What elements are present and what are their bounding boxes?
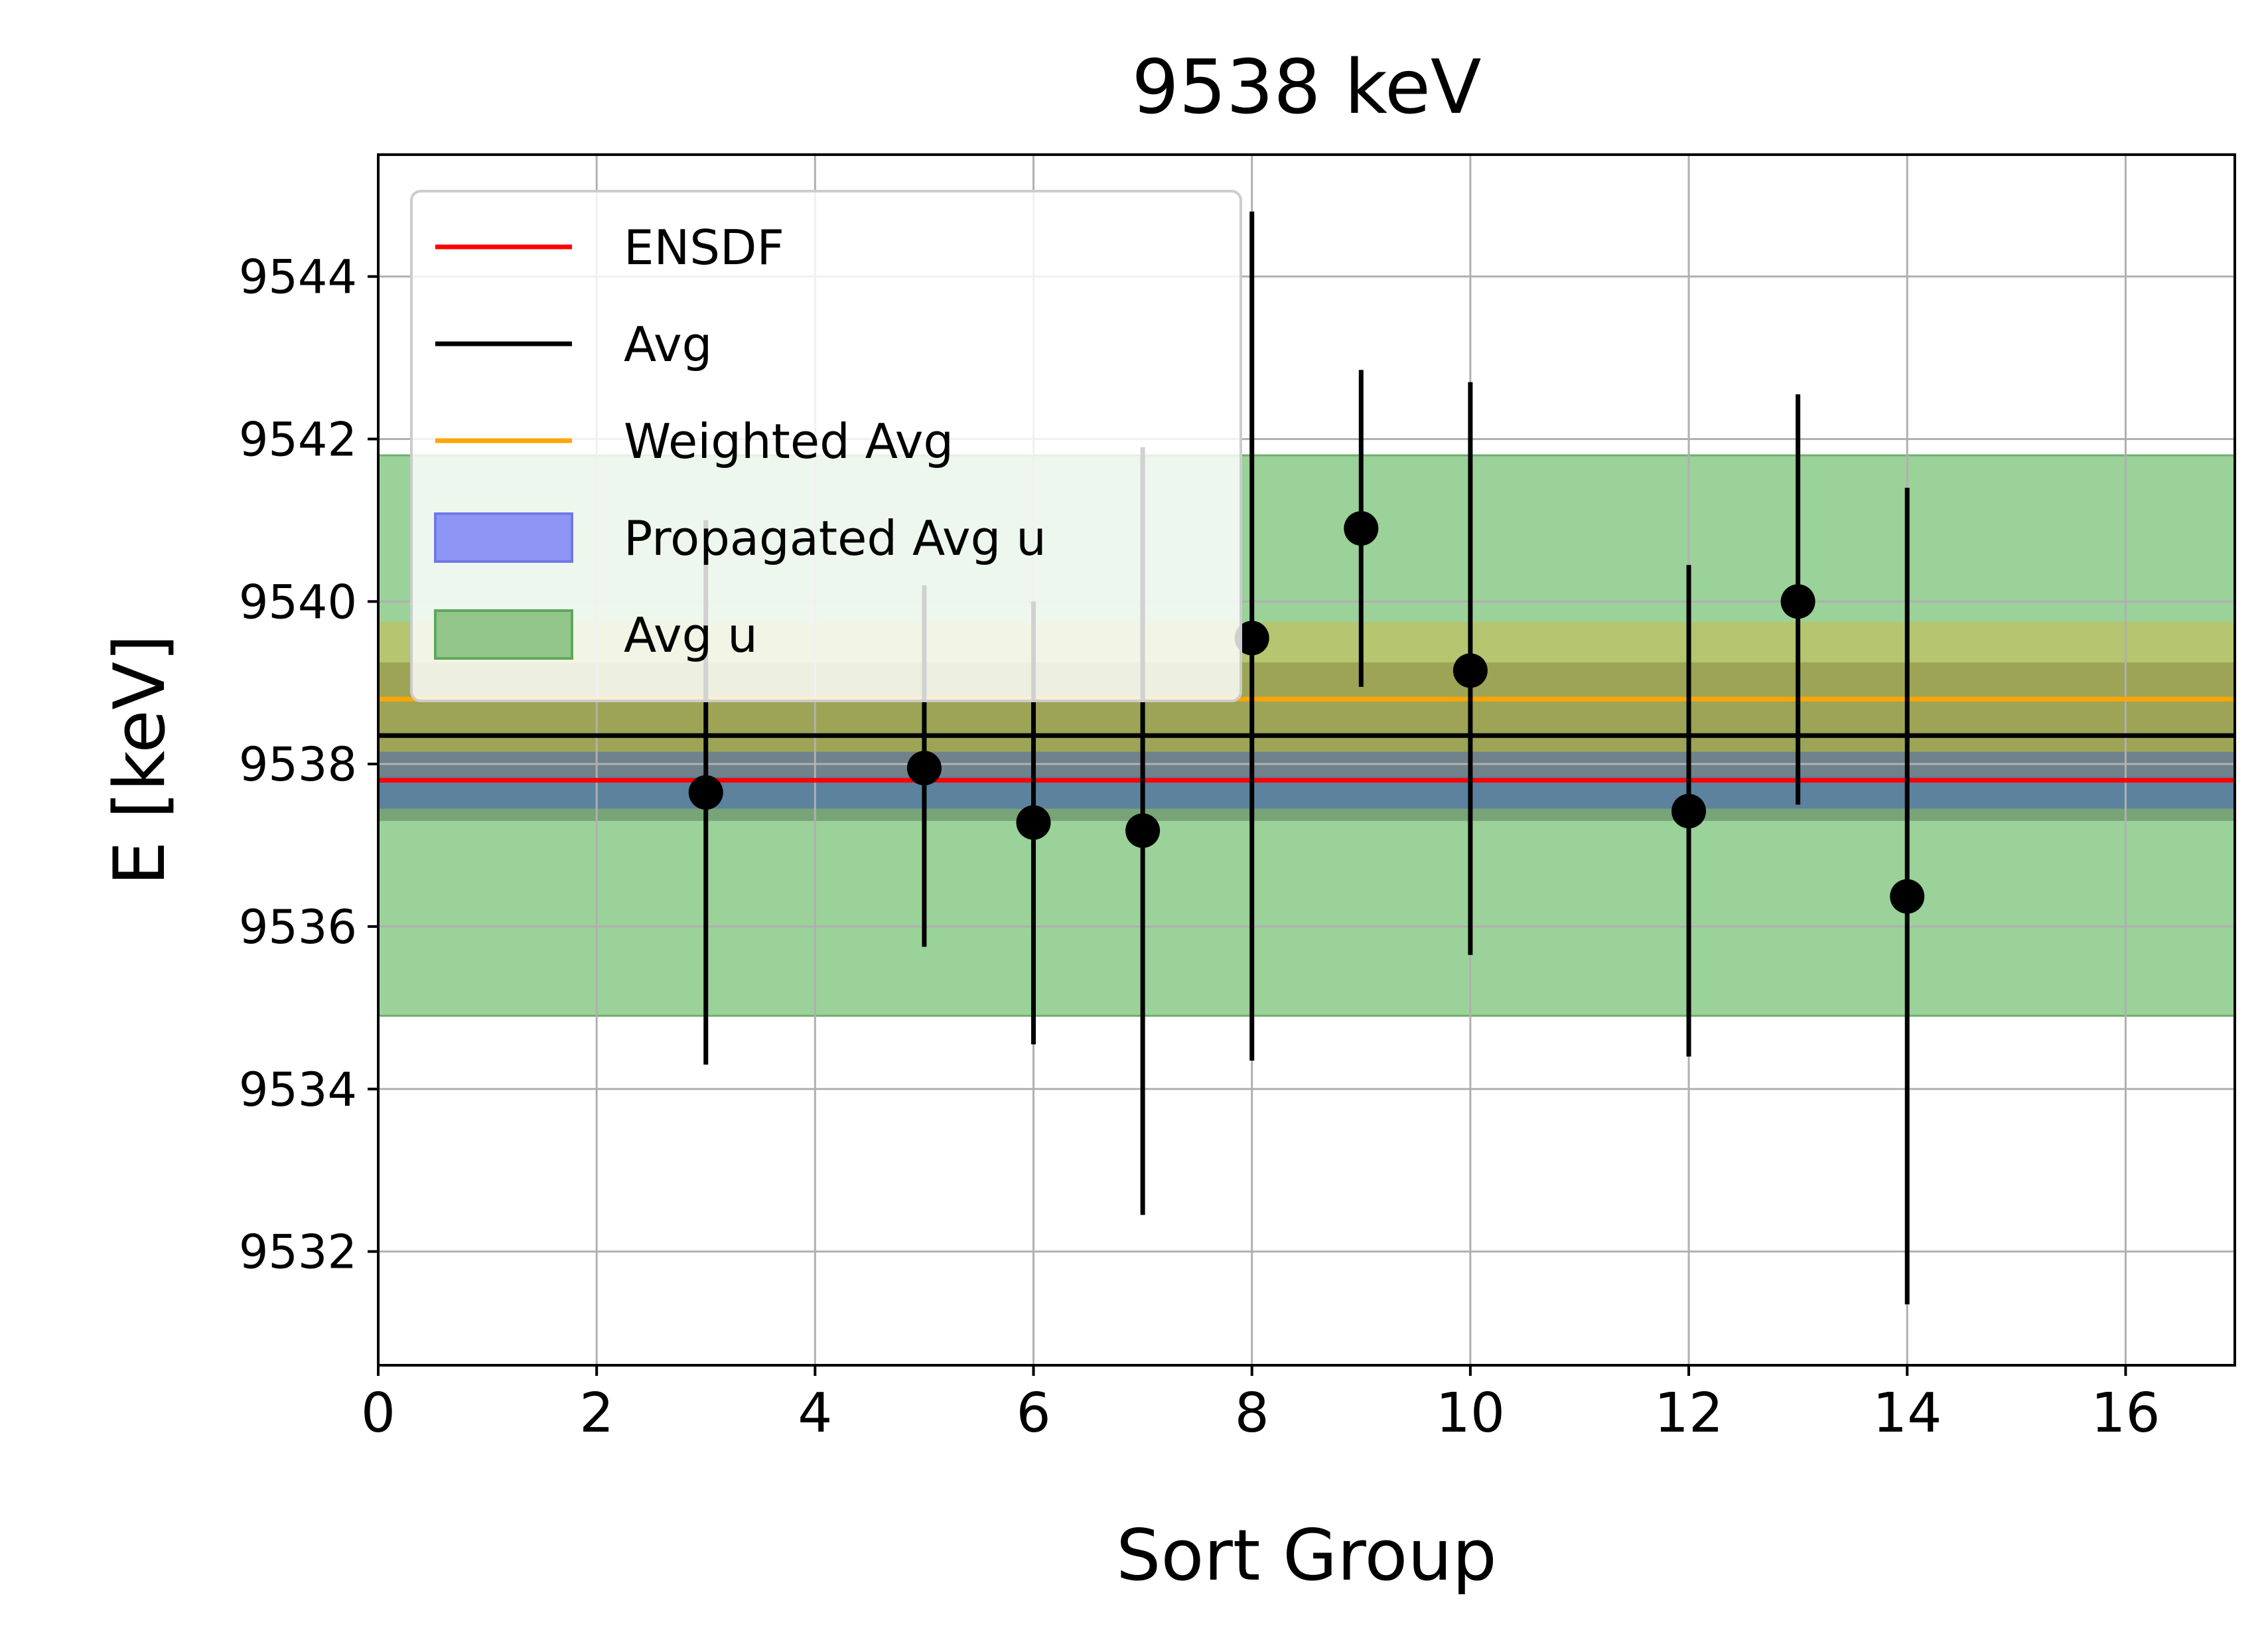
legend-label-avg-u: Avg u <box>624 607 758 663</box>
y-axis-label: E [keV] <box>99 635 180 886</box>
data-point <box>1780 584 1815 619</box>
x-tick-label: 0 <box>361 1382 395 1445</box>
legend-label-weighted-avg: Weighted Avg <box>624 413 954 469</box>
y-tick-label: 9532 <box>239 1225 357 1280</box>
data-point <box>688 775 723 810</box>
data-point <box>1344 511 1379 546</box>
data-point <box>1016 805 1051 840</box>
y-tick-label: 9536 <box>239 900 357 954</box>
legend-label-ensdf: ENSDF <box>624 220 784 275</box>
x-tick-label: 12 <box>1654 1382 1723 1445</box>
x-tick-label: 8 <box>1235 1382 1269 1445</box>
y-tick-label: 9544 <box>239 250 357 305</box>
y-tick-label: 9538 <box>239 737 357 792</box>
data-point <box>906 751 942 786</box>
x-tick-label: 14 <box>1873 1382 1942 1445</box>
legend: ENSDF Avg Weighted Avg Propagated Avg u Avg … <box>410 190 1242 702</box>
data-point <box>1125 813 1161 848</box>
y-tick-label: 9542 <box>239 412 357 467</box>
legend-label-avg: Avg <box>624 317 712 372</box>
data-point <box>1890 879 1925 914</box>
x-axis-label: Sort Group <box>1116 1515 1497 1596</box>
x-tick-label: 4 <box>798 1382 832 1445</box>
data-point <box>1453 653 1488 688</box>
points-layer <box>688 211 1925 1305</box>
ticks-layer: 0 2 4 6 8 10 12 14 16 9532 9534 9536 9538 9540 9542 954… <box>239 250 2161 1445</box>
y-tick-label: 9540 <box>239 575 357 629</box>
plot-frame <box>377 153 2236 1367</box>
chart-title: 9538 keV <box>1131 44 1481 131</box>
legend-swatch-propagated-avg-u <box>434 512 573 563</box>
x-tick-label: 16 <box>2091 1382 2160 1445</box>
x-tick-label: 6 <box>1016 1382 1050 1445</box>
y-tick-label: 9534 <box>239 1063 357 1117</box>
legend-swatch-avg-u <box>434 609 573 660</box>
legend-label-propagated-avg-u: Propagated Avg u <box>624 510 1046 566</box>
data-point <box>1234 621 1269 656</box>
x-tick-label: 2 <box>579 1382 614 1445</box>
x-tick-label: 10 <box>1436 1382 1505 1445</box>
data-point <box>1671 794 1707 829</box>
legend-box <box>410 190 1242 702</box>
